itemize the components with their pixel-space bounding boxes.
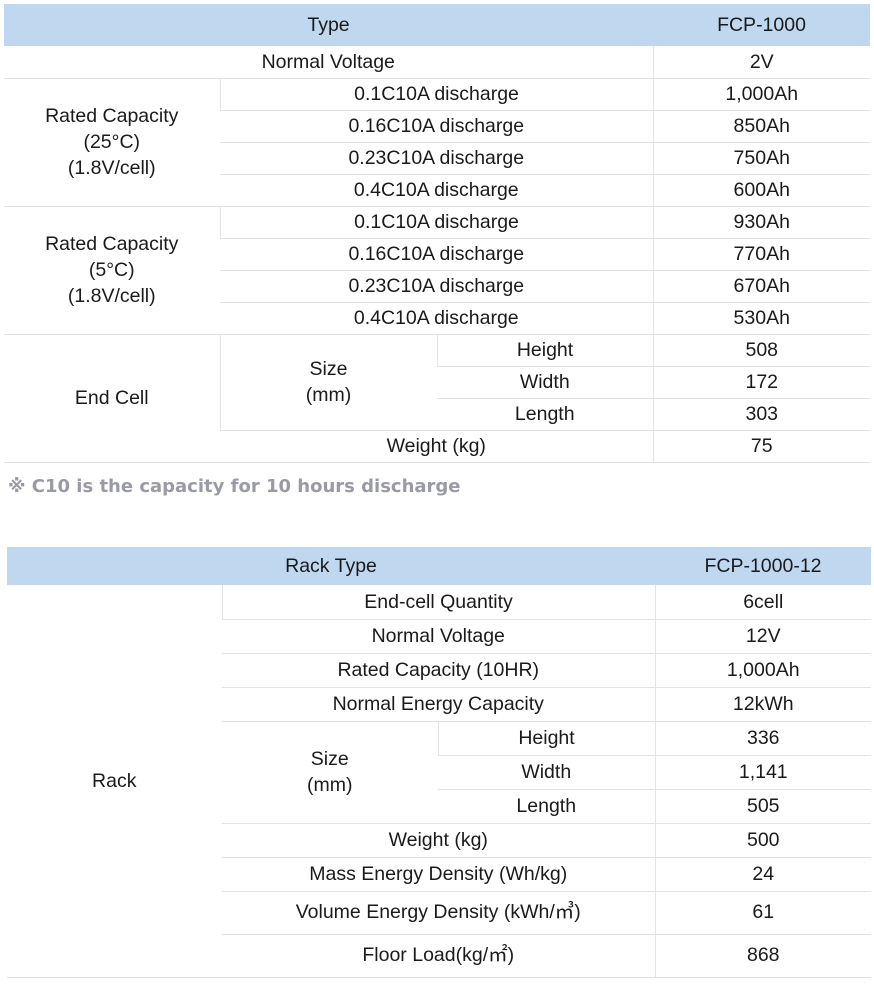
header-type-value: FCP-1000 <box>653 4 870 46</box>
row-label: Width <box>438 755 655 790</box>
row-label: Rated Capacity (10HR) <box>222 653 655 688</box>
row-value: 2V <box>652 46 870 79</box>
table-row: 0.4C10A discharge 600Ah <box>4 174 870 207</box>
row-value: 61 <box>654 891 871 935</box>
rated-capacity-25-label: Rated Capacity (25°C) (1.8V/cell) <box>4 78 220 207</box>
row-label: 0.1C10A discharge <box>219 78 653 111</box>
table-row: Normal Energy Capacity 12kWh <box>7 687 871 722</box>
table-row: End Cell Size (mm) Height 508 <box>4 334 870 463</box>
row-label: 0.1C10A discharge <box>219 206 653 239</box>
size-label-line: (mm) <box>307 774 353 796</box>
cell-spec-table: Type FCP-1000 Normal Voltage 2V Rated Ca… <box>4 4 870 463</box>
table-row: 0.16C10A discharge 850Ah <box>4 110 870 143</box>
row-value: 303 <box>652 398 870 431</box>
row-value: 600Ah <box>652 174 870 207</box>
row-value: 1,000Ah <box>654 653 871 688</box>
group-label-line: (5°C) <box>88 258 135 281</box>
row-value: 1,141 <box>654 755 871 790</box>
table-row: Width 172 <box>4 366 870 399</box>
row-label: Volume Energy Density (kWh/㎥) <box>222 891 655 935</box>
table-row: Rated Capacity (25°C) (1.8V/cell) 0.1C10… <box>4 78 870 207</box>
footnote: ※ C10 is the capacity for 10 hours disch… <box>8 476 461 497</box>
table-row: Mass Energy Density (Wh/kg) 24 <box>7 857 871 892</box>
table-row: Length 303 <box>4 398 870 431</box>
table-row: 0.23C10A discharge 750Ah <box>4 142 870 175</box>
row-label: 0.23C10A discharge <box>220 270 653 303</box>
row-label: Normal Energy Capacity <box>222 687 655 722</box>
table-row: Length 505 <box>7 789 871 824</box>
table-row: Rated Capacity (10HR) 1,000Ah <box>7 653 871 688</box>
row-label: 0.4C10A discharge <box>220 302 653 335</box>
row-label: Length <box>438 789 655 824</box>
row-label: Weight (kg) <box>220 430 653 463</box>
row-value: 6cell <box>654 585 871 620</box>
row-value: 500 <box>654 823 871 858</box>
row-value: 930Ah <box>652 206 870 239</box>
size-label-line: Size <box>310 747 349 770</box>
header-rack-type-label: Rack Type <box>7 547 655 585</box>
table-row: 0.16C10A discharge 770Ah <box>4 238 870 271</box>
group-label-line: (1.8V/cell) <box>67 285 156 308</box>
row-label: Normal Voltage <box>222 619 655 654</box>
rated-capacity-5-label: Rated Capacity (5°C) (1.8V/cell) <box>4 206 220 335</box>
header-type-label: Type <box>4 4 653 46</box>
size-label: Size (mm) <box>222 721 438 824</box>
row-label: 0.16C10A discharge <box>220 238 653 271</box>
size-label: Size (mm) <box>219 334 437 431</box>
table-row: Weight (kg) 75 <box>4 430 870 463</box>
table-row: Normal Voltage 2V <box>4 46 870 79</box>
table-row: Size (mm) Height 336 <box>7 721 871 824</box>
table-row: Normal Voltage 12V <box>7 619 871 654</box>
row-value: 336 <box>654 721 871 756</box>
row-label: Width <box>437 366 653 399</box>
row-value: 508 <box>652 334 870 367</box>
row-value: 850Ah <box>652 110 870 143</box>
header-rack-type-value: FCP-1000-12 <box>655 547 871 585</box>
row-label: Length <box>437 398 653 431</box>
end-cell-label: End Cell <box>4 334 220 463</box>
table-row: Rated Capacity (5°C) (1.8V/cell) 0.1C10A… <box>4 206 870 335</box>
group-label-line: Rated Capacity <box>45 104 179 127</box>
row-label: End-cell Quantity <box>221 585 655 620</box>
row-value: 868 <box>654 934 871 978</box>
row-value: 24 <box>654 857 871 892</box>
size-label-line: (mm) <box>305 384 352 406</box>
row-value: 12kWh <box>654 687 871 722</box>
table-row: Width 1,141 <box>7 755 871 790</box>
table-row: 0.23C10A discharge 670Ah <box>4 270 870 303</box>
row-value: 172 <box>652 366 870 399</box>
row-label: Height <box>436 334 653 367</box>
table-row: Floor Load(kg/㎡) 868 <box>7 934 871 978</box>
row-label: 0.4C10A discharge <box>220 174 653 207</box>
table-header-row: Type FCP-1000 <box>4 4 870 46</box>
rack-spec-table: Rack Type FCP-1000-12 Rack End-cell Quan… <box>7 547 871 978</box>
group-label-line: Rated Capacity <box>45 232 179 255</box>
row-label: 0.16C10A discharge <box>220 110 653 143</box>
row-label: Normal Voltage <box>4 46 653 79</box>
size-label-line: Size <box>309 357 348 380</box>
row-value: 1,000Ah <box>652 78 870 111</box>
row-value: 750Ah <box>652 142 870 175</box>
row-value: 530Ah <box>652 302 870 335</box>
row-label: Mass Energy Density (Wh/kg) <box>222 857 655 892</box>
row-value: 770Ah <box>652 238 870 271</box>
row-value: 75 <box>652 430 870 463</box>
row-value: 12V <box>654 619 871 654</box>
table-row: Volume Energy Density (kWh/㎥) 61 <box>7 891 871 935</box>
table-row: Rack End-cell Quantity 6cell <box>7 585 871 978</box>
table-header-row: Rack Type FCP-1000-12 <box>7 547 871 585</box>
table-row: Weight (kg) 500 <box>7 823 871 858</box>
row-label: Weight (kg) <box>222 823 655 858</box>
row-value: 670Ah <box>652 270 870 303</box>
table-row: 0.4C10A discharge 530Ah <box>4 302 870 335</box>
group-label-line: (25°C) <box>83 130 141 153</box>
rack-label: Rack <box>7 585 222 978</box>
row-label: Height <box>437 721 655 756</box>
row-value: 505 <box>654 789 871 824</box>
group-label-line: (1.8V/cell) <box>67 157 156 180</box>
row-label: 0.23C10A discharge <box>220 142 653 175</box>
row-label: Floor Load(kg/㎡) <box>222 934 655 978</box>
